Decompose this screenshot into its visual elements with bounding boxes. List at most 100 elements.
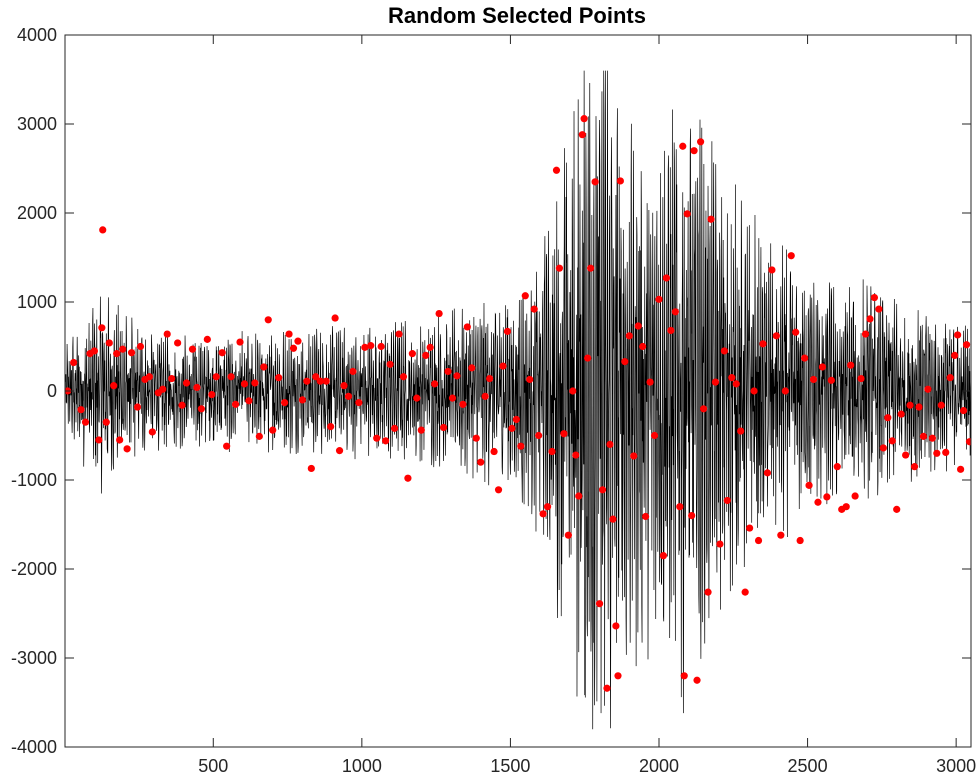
selected-point [591,178,599,186]
selected-point [543,503,552,511]
selected-point [517,442,525,450]
selected-point [823,493,831,501]
selected-point [732,380,740,388]
selected-point [659,552,668,560]
selected-point [404,474,412,482]
selected-point [772,332,780,340]
selected-point [707,215,715,223]
selected-point [805,481,813,489]
selected-point [486,374,494,383]
selected-point [704,588,712,596]
selected-point [307,464,315,473]
selected-point [448,394,457,402]
selected-point [609,515,617,523]
selected-point [70,358,78,367]
selected-point [928,434,936,442]
selected-point [906,401,914,409]
selected-point [494,486,503,494]
selected-point [919,432,928,440]
selected-point [90,347,99,355]
selected-point [679,142,687,150]
selected-point [163,330,171,338]
selected-point [671,308,679,316]
selected-point [888,437,896,445]
selected-point [787,252,795,260]
selected-point [212,373,220,381]
selected-point [578,131,586,139]
selected-point [408,350,416,358]
selected-point [260,363,268,371]
selected-point [105,339,113,347]
selected-point [312,373,320,381]
selected-point [182,379,191,387]
selected-point [621,358,629,366]
selected-point [294,337,302,345]
selected-point [81,418,90,426]
selected-point [693,676,701,684]
y-tick-label: 1000 [17,292,57,312]
selected-point [897,410,905,418]
selected-point [468,364,476,372]
selected-point [818,363,827,371]
x-tick-label: 2500 [788,756,828,776]
selected-point [728,374,736,382]
selected-point [580,115,588,123]
selected-point [145,373,153,381]
selected-point [539,510,547,518]
selected-point [662,274,671,282]
x-tick-label: 2000 [639,756,679,776]
selected-point [99,226,107,234]
y-tick-label: 4000 [17,25,57,45]
y-tick-label: -3000 [11,648,57,668]
selected-point [884,414,892,422]
selected-point [630,452,638,460]
selected-point [676,503,684,511]
selected-point [842,503,850,511]
selected-point [796,536,804,545]
selected-point [335,447,344,455]
selected-point [361,343,369,351]
selected-point [866,315,874,323]
selected-point [110,382,118,390]
selected-point [937,401,945,409]
x-tick-label: 500 [198,756,228,776]
selected-point [508,424,516,432]
selected-point [355,398,363,407]
selected-point [178,401,186,409]
selected-point [499,362,507,370]
selected-point [512,415,520,424]
selected-point [98,324,106,332]
selected-point [316,377,324,385]
selected-point [136,342,145,351]
y-tick-label: 0 [47,381,57,401]
selected-point [750,387,758,395]
selected-point [639,342,647,351]
selected-point [367,342,375,350]
selected-point [382,437,390,445]
y-axis: 4000 3000 2000 1000 0 -1000 -2000 -3000 -4000 [11,25,971,757]
selected-point [102,418,110,426]
selected-point [395,330,403,338]
selected-point [768,266,776,274]
selected-point [965,438,971,446]
selected-point [439,423,448,432]
selected-point [781,387,789,395]
y-tick-label: -2000 [11,559,57,579]
selected-point [851,492,859,500]
selected-point [924,385,932,393]
selected-point [634,322,642,330]
selected-point [737,427,745,435]
selected-point [127,349,136,357]
selected-point [113,350,121,358]
selected-point [340,382,348,390]
selected-point [477,458,485,466]
selected-point [587,264,595,272]
selected-point [231,400,240,408]
selected-point [595,600,604,608]
selected-point [792,328,800,336]
selected-point [344,392,353,400]
selected-point [223,442,231,450]
selected-point [159,385,167,393]
selected-point [697,138,705,146]
y-tick-label: 3000 [17,114,57,134]
